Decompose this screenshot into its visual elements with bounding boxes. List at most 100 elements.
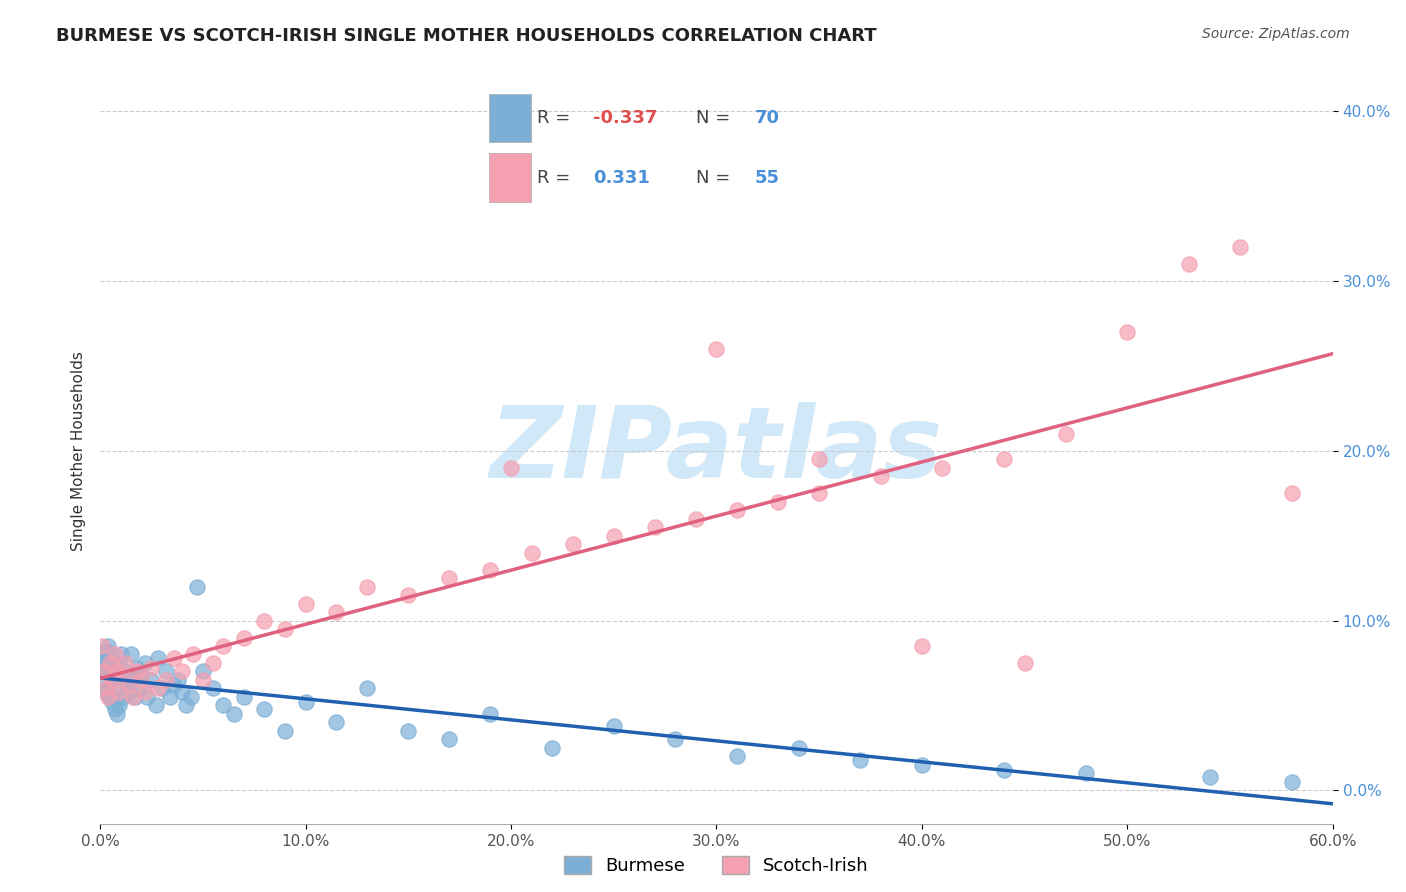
Point	[100, 690, 122, 704]
Point	[1281, 774, 1303, 789]
Point	[163, 651, 186, 665]
Point	[725, 749, 748, 764]
Point	[93, 665, 115, 679]
Point	[97, 681, 120, 696]
Point	[232, 631, 254, 645]
Point	[808, 452, 831, 467]
Point	[479, 563, 502, 577]
Y-axis label: Single Mother Households: Single Mother Households	[72, 351, 86, 550]
Point	[191, 673, 214, 687]
Point	[96, 665, 118, 679]
Point	[274, 723, 297, 738]
Point	[232, 690, 254, 704]
Point	[725, 503, 748, 517]
Point	[172, 685, 194, 699]
Point	[93, 648, 115, 662]
Point	[114, 656, 136, 670]
Point	[644, 520, 666, 534]
Point	[107, 656, 129, 670]
Point	[163, 678, 186, 692]
Point	[911, 757, 934, 772]
Point	[111, 690, 134, 704]
Point	[91, 639, 114, 653]
Point	[91, 656, 114, 670]
Point	[129, 673, 152, 687]
Point	[1014, 656, 1036, 670]
Point	[107, 685, 129, 699]
Point	[145, 698, 167, 713]
Point	[808, 486, 831, 500]
Point	[97, 639, 120, 653]
Point	[134, 685, 156, 699]
Point	[202, 681, 225, 696]
Point	[603, 719, 626, 733]
Point	[97, 690, 120, 704]
Point	[253, 614, 276, 628]
Point	[993, 763, 1015, 777]
Point	[141, 661, 163, 675]
Point	[274, 622, 297, 636]
Point	[96, 681, 118, 696]
Point	[155, 673, 177, 687]
Point	[664, 732, 686, 747]
Point	[127, 665, 149, 679]
Point	[146, 651, 169, 665]
Point	[100, 656, 122, 670]
Point	[128, 681, 150, 696]
Point	[191, 665, 214, 679]
Point	[1076, 766, 1098, 780]
Point	[97, 656, 120, 670]
Point	[253, 702, 276, 716]
Point	[1178, 257, 1201, 271]
Point	[101, 673, 124, 687]
Point	[186, 580, 208, 594]
Text: Source: ZipAtlas.com: Source: ZipAtlas.com	[1202, 27, 1350, 41]
Point	[96, 685, 118, 699]
Legend: Burmese, Scotch-Irish: Burmese, Scotch-Irish	[557, 848, 876, 882]
Point	[181, 648, 204, 662]
Point	[105, 706, 128, 721]
Point	[325, 605, 347, 619]
Point	[706, 342, 728, 356]
Point	[118, 685, 141, 699]
Point	[150, 681, 173, 696]
Text: BURMESE VS SCOTCH-IRISH SINGLE MOTHER HOUSEHOLDS CORRELATION CHART: BURMESE VS SCOTCH-IRISH SINGLE MOTHER HO…	[56, 27, 877, 45]
Point	[356, 580, 378, 594]
Point	[114, 665, 136, 679]
Point	[136, 690, 159, 704]
Point	[180, 690, 202, 704]
Point	[127, 661, 149, 675]
Point	[1198, 770, 1220, 784]
Point	[122, 690, 145, 704]
Point	[1054, 426, 1077, 441]
Point	[603, 529, 626, 543]
Point	[439, 571, 461, 585]
Point	[911, 639, 934, 653]
Point	[787, 740, 810, 755]
Point	[129, 668, 152, 682]
Point	[155, 665, 177, 679]
Point	[105, 668, 128, 682]
Point	[103, 702, 125, 716]
Point	[120, 648, 142, 662]
Point	[294, 695, 316, 709]
Point	[396, 588, 419, 602]
Point	[439, 732, 461, 747]
Point	[993, 452, 1015, 467]
Point	[931, 460, 953, 475]
Point	[134, 656, 156, 670]
Point	[101, 673, 124, 687]
Point	[105, 665, 128, 679]
Point	[110, 648, 132, 662]
Point	[202, 656, 225, 670]
Point	[499, 460, 522, 475]
Point	[141, 673, 163, 687]
Point	[396, 723, 419, 738]
Point	[110, 681, 132, 696]
Point	[869, 469, 891, 483]
Point	[541, 740, 564, 755]
Point	[115, 678, 138, 692]
Point	[159, 690, 181, 704]
Point	[110, 668, 132, 682]
Point	[100, 651, 122, 665]
